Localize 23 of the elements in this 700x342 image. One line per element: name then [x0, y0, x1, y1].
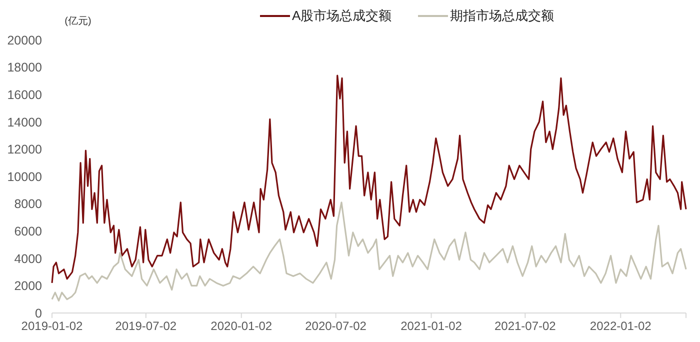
- x-tick-label: 2020-01-02: [210, 319, 272, 333]
- legend-label: 期指市场总成交额: [450, 8, 554, 23]
- x-tick-label: 2022-01-02: [590, 319, 652, 333]
- y-tick-label: 2000: [14, 279, 42, 294]
- x-tick-label: 2019-07-02: [115, 319, 177, 333]
- y-tick-label: 10000: [7, 170, 42, 184]
- y-tick-label: 12000: [7, 142, 42, 157]
- x-tick-label: 2021-07-02: [494, 319, 556, 333]
- x-tick-label: 2021-01-02: [400, 319, 462, 333]
- line-series: [51, 202, 687, 302]
- y-tick-label: 8000: [14, 197, 42, 212]
- y-tick-label: 18000: [7, 60, 42, 75]
- y-axis-title: (亿元): [64, 16, 92, 27]
- y-tick-label: 14000: [7, 115, 42, 130]
- y-tick-label: 20000: [7, 33, 42, 48]
- line-series: [51, 74, 687, 284]
- x-tick-label: 2020-07-02: [305, 319, 367, 333]
- x-tick-label: 2019-01-02: [21, 319, 84, 333]
- y-tick-label: 6000: [14, 224, 42, 238]
- y-tick-label: 16000: [7, 88, 42, 102]
- y-tick-label: 4000: [14, 252, 42, 266]
- y-tick-label: 0: [35, 306, 42, 320]
- legend-label: A股市场总成交额: [292, 8, 392, 23]
